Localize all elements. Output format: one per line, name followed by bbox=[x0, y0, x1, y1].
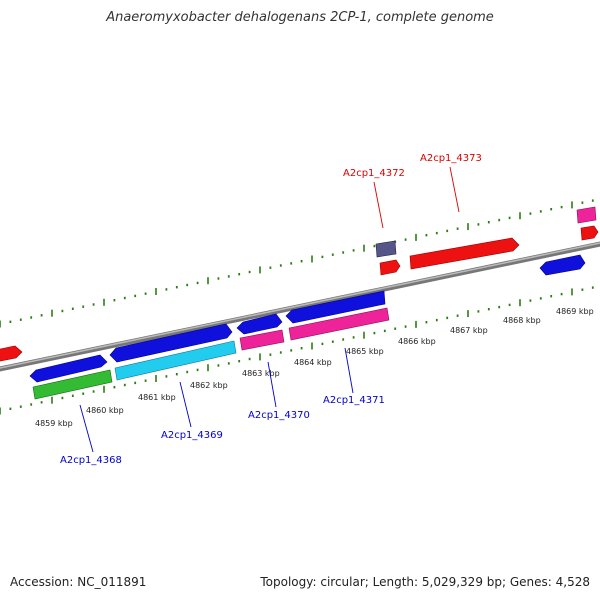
ruler-label: 4862 kbp bbox=[190, 381, 228, 390]
gene-arrow[interactable] bbox=[375, 240, 397, 258]
gene-label[interactable]: A2cp1_4368 bbox=[60, 455, 122, 466]
gene-label[interactable]: A2cp1_4373 bbox=[420, 153, 482, 164]
gene-arrow[interactable] bbox=[32, 369, 113, 400]
gene-arrow[interactable] bbox=[379, 259, 401, 276]
genome-backbone bbox=[0, 241, 600, 372]
callout-line bbox=[449, 166, 460, 213]
gene-arrow[interactable] bbox=[288, 307, 390, 341]
ruler-label: 4864 kbp bbox=[294, 358, 332, 367]
callout-line bbox=[267, 361, 277, 408]
callout-line bbox=[179, 381, 192, 428]
accession-text: Accession: NC_011891 bbox=[10, 575, 147, 589]
gene-arrow[interactable] bbox=[29, 354, 108, 383]
ruler-label: 4866 kbp bbox=[398, 337, 436, 346]
ruler-label: 4865 kbp bbox=[346, 347, 384, 356]
lower-ruler-ticks bbox=[0, 286, 594, 415]
ruler-label: 4860 kbp bbox=[86, 406, 124, 415]
ruler-label: 4867 kbp bbox=[450, 326, 488, 335]
gene-arrow[interactable] bbox=[539, 254, 586, 276]
ruler-label: 4863 kbp bbox=[242, 369, 280, 378]
gene-arrow[interactable] bbox=[109, 323, 233, 363]
callout-line bbox=[344, 347, 354, 394]
gene-label[interactable]: A2cp1_4371 bbox=[323, 395, 385, 406]
callout-line bbox=[373, 181, 384, 229]
ruler-label: 4869 kbp bbox=[556, 307, 594, 316]
gene-arrow[interactable] bbox=[576, 206, 597, 224]
gene-label[interactable]: A2cp1_4370 bbox=[248, 410, 310, 421]
gene-arrow[interactable] bbox=[409, 237, 520, 270]
gene-arrow[interactable] bbox=[285, 290, 386, 324]
genome-summary-text: Topology: circular; Length: 5,029,329 bp… bbox=[260, 575, 590, 589]
ruler-label: 4861 kbp bbox=[138, 393, 176, 402]
gene-arrow[interactable] bbox=[0, 345, 23, 362]
genome-backbone-highlight bbox=[0, 242, 600, 369]
page-title: Anaeromyxobacter dehalogenans 2CP-1, com… bbox=[106, 10, 494, 25]
gene-arrow[interactable] bbox=[114, 340, 237, 381]
gene-arrow[interactable] bbox=[580, 225, 599, 241]
gene-arrow[interactable] bbox=[236, 313, 283, 335]
gene-label[interactable]: A2cp1_4369 bbox=[161, 430, 223, 441]
ruler-label: 4868 kbp bbox=[503, 316, 541, 325]
callout-line bbox=[79, 404, 94, 453]
gene-arrow[interactable] bbox=[239, 329, 285, 351]
ruler-label: 4859 kbp bbox=[35, 419, 73, 428]
gene-label[interactable]: A2cp1_4372 bbox=[343, 168, 405, 179]
